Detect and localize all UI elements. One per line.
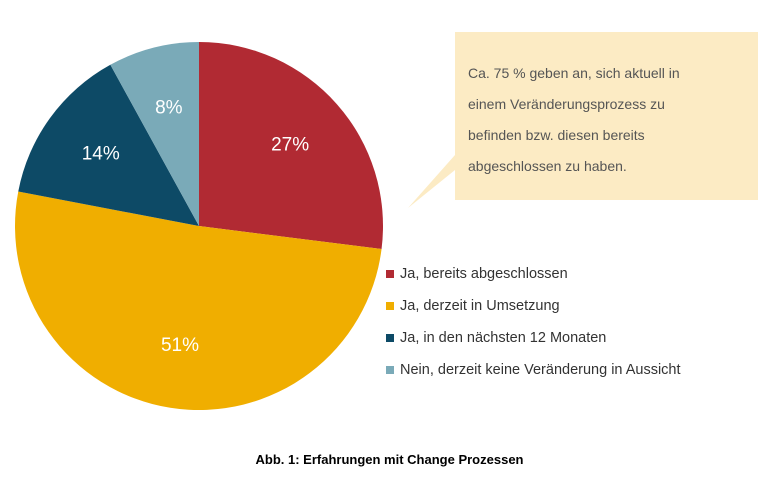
figure-caption: Abb. 1: Erfahrungen mit Change Prozessen xyxy=(255,452,524,467)
pie-slice xyxy=(15,191,382,410)
callout-line: Ca. 75 % geben an, sich aktuell in xyxy=(468,65,680,81)
legend-label: Ja, in den nächsten 12 Monaten xyxy=(400,330,607,346)
callout-box xyxy=(408,32,758,208)
legend-label: Nein, derzeit keine Veränderung in Aussi… xyxy=(400,362,681,378)
legend-item: Nein, derzeit keine Veränderung in Aussi… xyxy=(386,354,681,386)
legend-label: Ja, derzeit in Umsetzung xyxy=(400,298,560,314)
callout-line: einem Veränderungsprozess zu xyxy=(468,96,665,112)
pie-slice-label: 51% xyxy=(161,335,199,356)
callout-text: Ca. 75 % geben an, sich aktuell in einem… xyxy=(468,58,748,182)
pie-slice xyxy=(110,42,199,226)
pie-chart: 27% 51% 14% 8% xyxy=(15,32,758,410)
pie-slice-label: 14% xyxy=(82,144,120,165)
pie-slice-label: 27% xyxy=(271,135,309,156)
legend-label: Ja, bereits abgeschlossen xyxy=(400,266,568,282)
legend-swatch xyxy=(386,366,394,374)
pie-slice-label: 8% xyxy=(155,97,183,118)
callout-line: abgeschlossen zu haben. xyxy=(468,158,627,174)
pie-slice xyxy=(199,42,383,250)
pie-slice-labels: 27% 51% 14% 8% xyxy=(82,97,309,356)
pie-slices xyxy=(15,42,383,410)
legend-item: Ja, derzeit in Umsetzung xyxy=(386,290,681,322)
legend-swatch xyxy=(386,302,394,310)
legend: Ja, bereits abgeschlossen Ja, derzeit in… xyxy=(386,258,681,386)
legend-item: Ja, in den nächsten 12 Monaten xyxy=(386,322,681,354)
legend-swatch xyxy=(386,270,394,278)
pie-slice xyxy=(18,64,200,226)
callout-line: befinden bzw. diesen bereits xyxy=(468,127,645,143)
legend-swatch xyxy=(386,334,394,342)
legend-item: Ja, bereits abgeschlossen xyxy=(386,258,681,290)
